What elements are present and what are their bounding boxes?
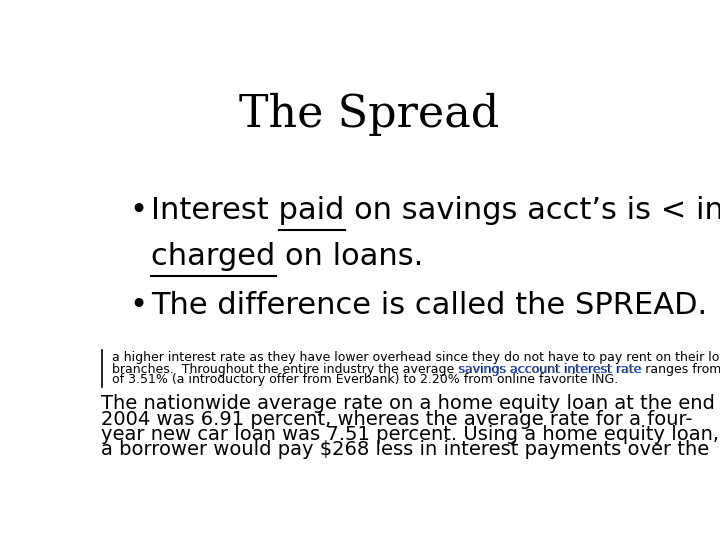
Text: The difference is called the SPREAD.: The difference is called the SPREAD. [151, 292, 708, 320]
Text: •: • [129, 292, 147, 320]
Text: branches.  Throughout the entire industry the average savings account interest r: branches. Throughout the entire industry… [112, 363, 720, 376]
Text: •: • [129, 196, 147, 225]
Text: savings account interest rate: savings account interest rate [459, 363, 642, 376]
Text: a higher interest rate as they have lower overhead since they do not have to pay: a higher interest rate as they have lowe… [112, 352, 720, 365]
Text: The nationwide average rate on a home equity loan at the end of: The nationwide average rate on a home eq… [101, 394, 720, 413]
Text: of 3.51% (a introductory offer from Everbank) to 2.20% from online favorite ING.: of 3.51% (a introductory offer from Ever… [112, 374, 618, 387]
Text: 2004 was 6.91 percent, whereas the average rate for a four-: 2004 was 6.91 percent, whereas the avera… [101, 409, 693, 429]
Text: The Spread: The Spread [239, 93, 499, 136]
Text: Interest paid on savings acct’s is < interest: Interest paid on savings acct’s is < int… [151, 196, 720, 225]
Text: year new car loan was 7.51 percent. Using a home equity loan,: year new car loan was 7.51 percent. Usin… [101, 425, 719, 444]
Text: a borrower would pay $268 less in interest payments over the: a borrower would pay $268 less in intere… [101, 440, 709, 460]
Text: charged on loans.: charged on loans. [151, 241, 423, 271]
